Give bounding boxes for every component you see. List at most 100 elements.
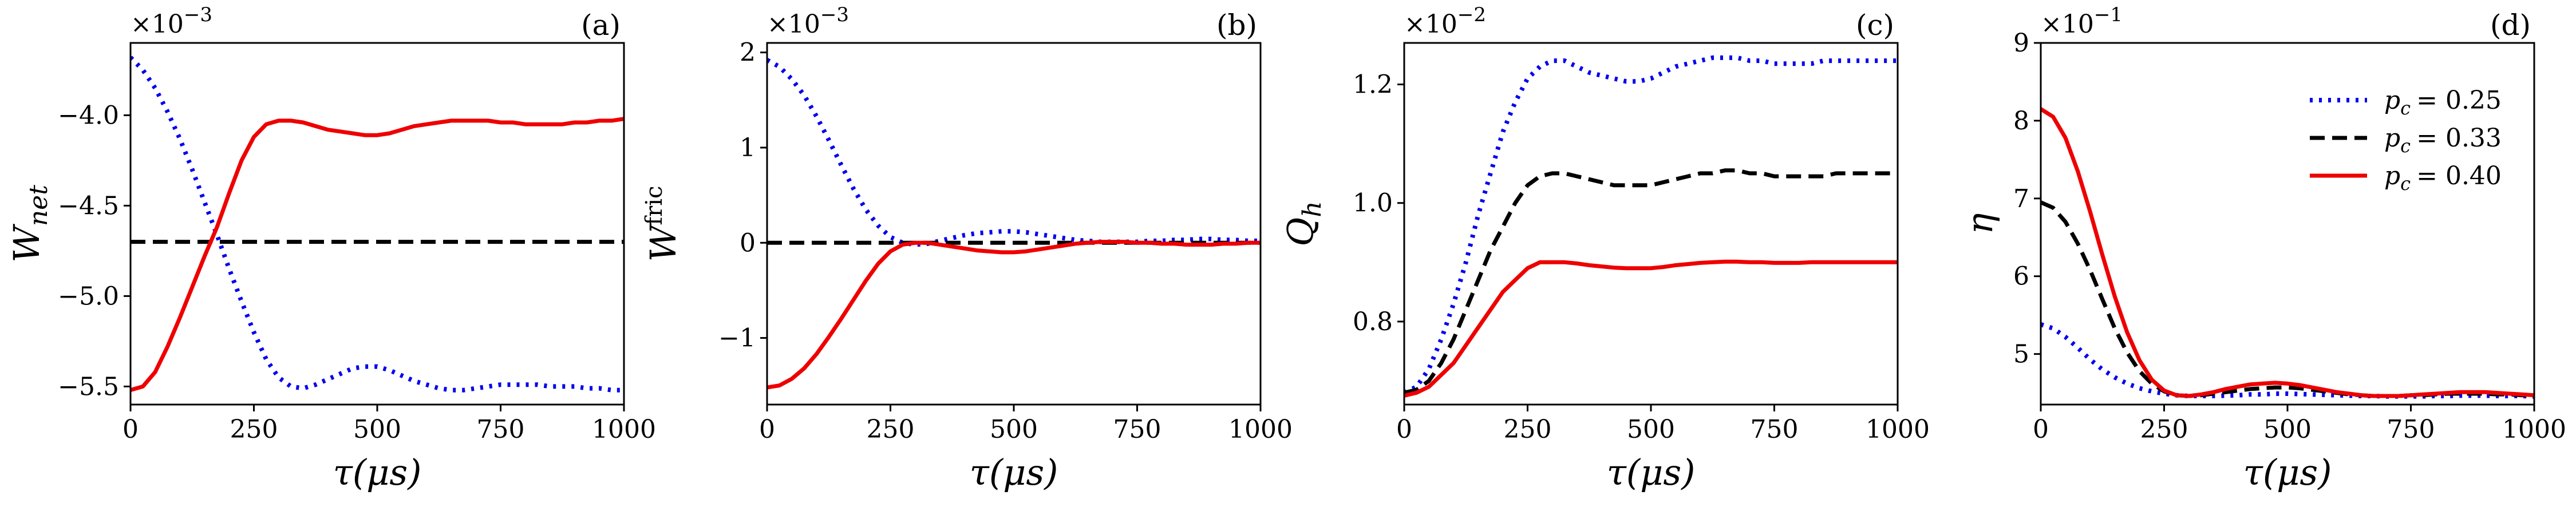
x-tick-label: 0 [1396,415,1412,444]
axis-multiplier-exponent: −3 [184,3,212,26]
x-tick-label: 1000 [1228,415,1293,444]
x-axis-label: τ(μs) [1607,451,1696,493]
series-group [131,56,624,393]
x-tick-label: 250 [867,415,915,444]
x-tick-label: 1000 [592,415,656,444]
plot-frame [129,42,625,406]
y-tick-label: 6 [2013,262,2029,291]
y-tick-label: −5.0 [58,282,119,311]
y-tick-label: 1 [740,133,756,163]
legend-label-value: = 0.25 [2416,86,2502,115]
axis-multiplier: ×10−2 [1404,3,1486,39]
x-tick-label: 0 [2033,415,2049,444]
x-tick-label: 0 [123,415,139,444]
y-tick-label: −1 [718,324,756,353]
x-axis-label: τ(μs) [2243,451,2332,493]
panel-label: (a) [581,9,621,42]
axis-multiplier: ×10−1 [2041,3,2123,39]
legend-label-main: p [2384,86,2400,115]
x-axis-label: τ(μs) [333,451,422,493]
panel-label: (b) [1216,9,1257,42]
legend-label: pc = 0.25 [2384,86,2502,119]
y-axis-label-main: W [6,224,48,263]
y-axis-label-superscript: fric [641,186,667,225]
panel-label: (d) [2490,9,2531,42]
y-axis-label-main: Q [1279,217,1321,247]
x-tick-label: 500 [990,415,1038,444]
x-tick-label: 250 [230,415,278,444]
axis-multiplier-exponent: −1 [2094,3,2123,26]
legend-label: pc = 0.33 [2384,124,2502,157]
legend-label-value: = 0.40 [2416,161,2502,191]
x-tick-label: 1000 [1866,415,1930,444]
legend-label-subscript: c [2400,97,2411,119]
chart-panel-3: 0 250 500 750 1000 0.8 1.0 1.2 τ(μs) Qh ×10−2 (c) [1279,3,1930,493]
series-line-dashed [1404,168,1898,395]
series-line-dotted [131,56,624,393]
x-tick-label: 500 [2263,415,2312,444]
x-tick-label: 1000 [2502,415,2566,444]
legend-label: pc = 0.40 [2384,161,2502,195]
plot-frame [766,42,1262,406]
y-tick-label: −4.0 [58,101,119,130]
axis-multiplier-exponent: −3 [820,3,849,26]
axis-multiplier-base: ×10 [767,10,820,39]
axis-multiplier-base: ×10 [131,10,184,39]
chart-panel-1: 0 250 500 750 1000 −5.5 −5.0 −4.5 −4.0 τ(μs) Wnet ×… [6,3,656,493]
x-tick-label: 250 [2140,415,2188,444]
y-tick-label: 7 [2013,184,2029,213]
y-axis-label-main: η [1959,213,2001,234]
panel-label: (c) [1856,9,1894,42]
series-line-solid [131,117,624,393]
y-axis-label-main: W [642,223,684,262]
x-tick-label: 250 [1504,415,1552,444]
series-line-dotted [2041,322,2534,399]
y-tick-label: −4.5 [58,191,119,220]
y-axis-label: η [1959,213,2001,234]
x-tick-label: 500 [353,415,401,444]
x-tick-label: 750 [1113,415,1161,444]
series-line-dotted [1404,55,1898,395]
x-tick-label: 0 [759,415,775,444]
plot-frame [1403,42,1899,406]
legend-label-subscript: c [2400,135,2411,157]
y-axis-label-subscript: h [1298,201,1327,217]
chart-panel-2: 0 250 500 750 1000 −1 0 1 2 τ(μs) Wfric ×10−3 (b) [641,3,1293,493]
series-group [767,58,1261,390]
series-line-dotted [767,58,1261,247]
y-tick-label: 0 [740,228,756,258]
x-tick-label: 750 [477,415,525,444]
y-tick-label: 0.8 [1353,307,1393,336]
legend-label-subscript: c [2400,173,2411,195]
y-tick-label: 9 [2013,29,2029,58]
axis-multiplier-exponent: −2 [1457,3,1486,26]
legend-label-main: p [2384,124,2400,153]
y-tick-label: 5 [2013,340,2029,369]
y-tick-label: 8 [2013,106,2029,136]
y-axis-label-subscript: net [24,185,53,226]
y-tick-label: 2 [740,38,756,68]
y-tick-label: 1.0 [1353,189,1393,218]
legend-label-value: = 0.33 [2416,124,2502,153]
y-axis-label: Qh [1279,201,1327,246]
axis-multiplier-base: ×10 [2041,10,2094,39]
x-axis-label: τ(μs) [970,451,1058,493]
series-line-solid [2041,107,2534,398]
y-axis-label: Wnet [6,185,53,263]
y-tick-label: 1.2 [1353,70,1393,100]
axis-multiplier: ×10−3 [131,3,212,39]
series-line-solid [767,240,1261,390]
series-group [1404,55,1898,398]
x-tick-label: 500 [1627,415,1675,444]
series-line-solid [1404,259,1898,398]
legend-label-main: p [2384,161,2400,191]
y-axis-label: Wfric [641,186,684,262]
series-group [2041,107,2534,399]
axis-multiplier-base: ×10 [1404,10,1457,39]
x-tick-label: 750 [1751,415,1799,444]
y-tick-label: −5.5 [58,372,119,401]
x-tick-label: 750 [2387,415,2435,444]
